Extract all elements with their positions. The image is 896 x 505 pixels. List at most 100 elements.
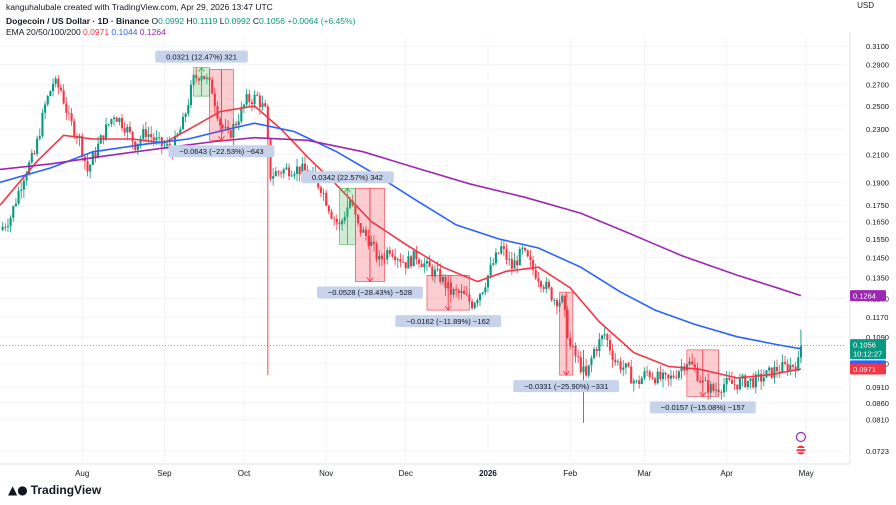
candle bbox=[537, 271, 540, 288]
candle-body bbox=[598, 339, 601, 352]
candle-body bbox=[428, 261, 431, 267]
candle-body bbox=[391, 253, 394, 257]
candle bbox=[677, 369, 680, 381]
candle-body bbox=[375, 243, 378, 260]
price-tag[interactable]: 0.0971 bbox=[850, 363, 886, 375]
ema-legend[interactable]: EMA 20/50/100/200 0.0971 0.1044 0.1264 bbox=[6, 27, 166, 37]
candle-body bbox=[269, 137, 272, 179]
candle-body bbox=[364, 229, 368, 236]
candle bbox=[341, 218, 344, 231]
candle-body bbox=[9, 217, 12, 226]
candle bbox=[303, 156, 307, 171]
candle-body bbox=[412, 250, 415, 267]
high-label: H bbox=[186, 16, 193, 26]
candle-body bbox=[394, 256, 397, 261]
measure-arrow-head bbox=[344, 187, 351, 193]
price-tick-label: 0.1090 bbox=[866, 333, 889, 342]
candle bbox=[683, 362, 686, 376]
candle bbox=[219, 116, 222, 132]
measure-range[interactable]: −0.0528 (−28.43%) −528 bbox=[317, 187, 423, 299]
measure-range[interactable]: −0.0162 (−11.89%) −162 bbox=[395, 274, 502, 328]
ema-line-3[interactable] bbox=[0, 136, 802, 297]
candle-body bbox=[115, 117, 118, 122]
price-tag[interactable]: 0.1056 bbox=[850, 339, 886, 351]
price-tag-label: 10:12:27 bbox=[853, 350, 882, 359]
candle bbox=[248, 89, 251, 107]
time-tick-label: 2026 bbox=[479, 469, 497, 478]
price-tag[interactable]: 0.1264 bbox=[850, 290, 886, 302]
candle-body bbox=[791, 364, 795, 367]
candle-body bbox=[699, 380, 702, 383]
candle bbox=[781, 354, 784, 373]
candle-body bbox=[529, 256, 532, 261]
measure-range[interactable]: 0.0321 (12.47%) 321 bbox=[155, 50, 248, 97]
candle bbox=[147, 126, 150, 143]
candle bbox=[46, 94, 49, 107]
candle bbox=[712, 382, 715, 393]
candle bbox=[478, 293, 482, 306]
candle-body bbox=[675, 377, 678, 379]
candle-body bbox=[410, 256, 413, 267]
candle bbox=[651, 372, 654, 380]
measure-range[interactable]: 0.0342 (22.57%) 342 bbox=[301, 171, 394, 245]
ema-label: EMA 20/50/100/200 bbox=[6, 27, 81, 37]
candle-body bbox=[94, 152, 97, 157]
candle-body bbox=[691, 361, 694, 365]
measure-arrow-head bbox=[366, 277, 374, 283]
candle-body bbox=[555, 300, 558, 307]
candle-body bbox=[643, 371, 646, 379]
candle-body bbox=[44, 104, 47, 113]
measure-label: 0.0321 (12.47%) 321 bbox=[166, 52, 237, 61]
candle bbox=[396, 257, 399, 269]
candle-body bbox=[163, 145, 166, 147]
measure-range[interactable]: −0.0643 (−22.53%) −643 bbox=[168, 69, 275, 158]
candle-body bbox=[773, 366, 776, 378]
candle-body bbox=[152, 137, 155, 141]
event-icon[interactable] bbox=[795, 431, 807, 443]
candle-body bbox=[131, 131, 134, 142]
close-label: C bbox=[252, 16, 259, 26]
candle bbox=[224, 118, 227, 131]
candle bbox=[691, 353, 694, 366]
price-tag[interactable]: 10:12:27 bbox=[850, 348, 886, 360]
candle-body bbox=[473, 302, 476, 309]
candle bbox=[791, 364, 795, 371]
candle-body bbox=[240, 107, 243, 122]
us-flag-icon[interactable] bbox=[796, 445, 806, 455]
candle-body bbox=[290, 175, 293, 177]
candle bbox=[184, 112, 187, 123]
candle bbox=[298, 166, 301, 182]
candle bbox=[128, 121, 131, 135]
candle bbox=[481, 291, 484, 296]
ema-line-1[interactable] bbox=[0, 105, 802, 379]
candle bbox=[513, 252, 516, 269]
candle bbox=[386, 247, 389, 265]
candle bbox=[54, 75, 57, 88]
candle-body bbox=[219, 118, 222, 126]
symbol-title[interactable]: Dogecoin / US Dollar · 1D · Binance bbox=[6, 16, 150, 26]
ema-line-2[interactable] bbox=[0, 122, 802, 350]
measure-label: −0.0331 (−25.90%) −331 bbox=[524, 382, 608, 391]
measure-range[interactable]: −0.0331 (−25.90%) −331 bbox=[513, 291, 620, 393]
price-tag-label: 0.0971 bbox=[853, 365, 876, 374]
candle-body bbox=[402, 261, 405, 263]
candle-body bbox=[431, 266, 434, 277]
candle bbox=[65, 97, 68, 121]
candle bbox=[457, 287, 460, 300]
measure-range[interactable]: −0.0157 (−15.08%) −157 bbox=[649, 349, 756, 414]
candle-body bbox=[441, 276, 444, 282]
candle-body bbox=[298, 166, 301, 175]
time-tick-label: Feb bbox=[563, 469, 577, 478]
candle bbox=[744, 373, 747, 389]
candle-body bbox=[70, 113, 73, 122]
candle bbox=[356, 214, 360, 227]
candle-body bbox=[343, 216, 346, 221]
candle-body bbox=[457, 290, 460, 293]
candle bbox=[280, 170, 283, 178]
candle-body bbox=[646, 371, 649, 373]
candle-body bbox=[6, 225, 10, 227]
candle-body bbox=[561, 295, 564, 303]
candle-body bbox=[664, 372, 667, 375]
